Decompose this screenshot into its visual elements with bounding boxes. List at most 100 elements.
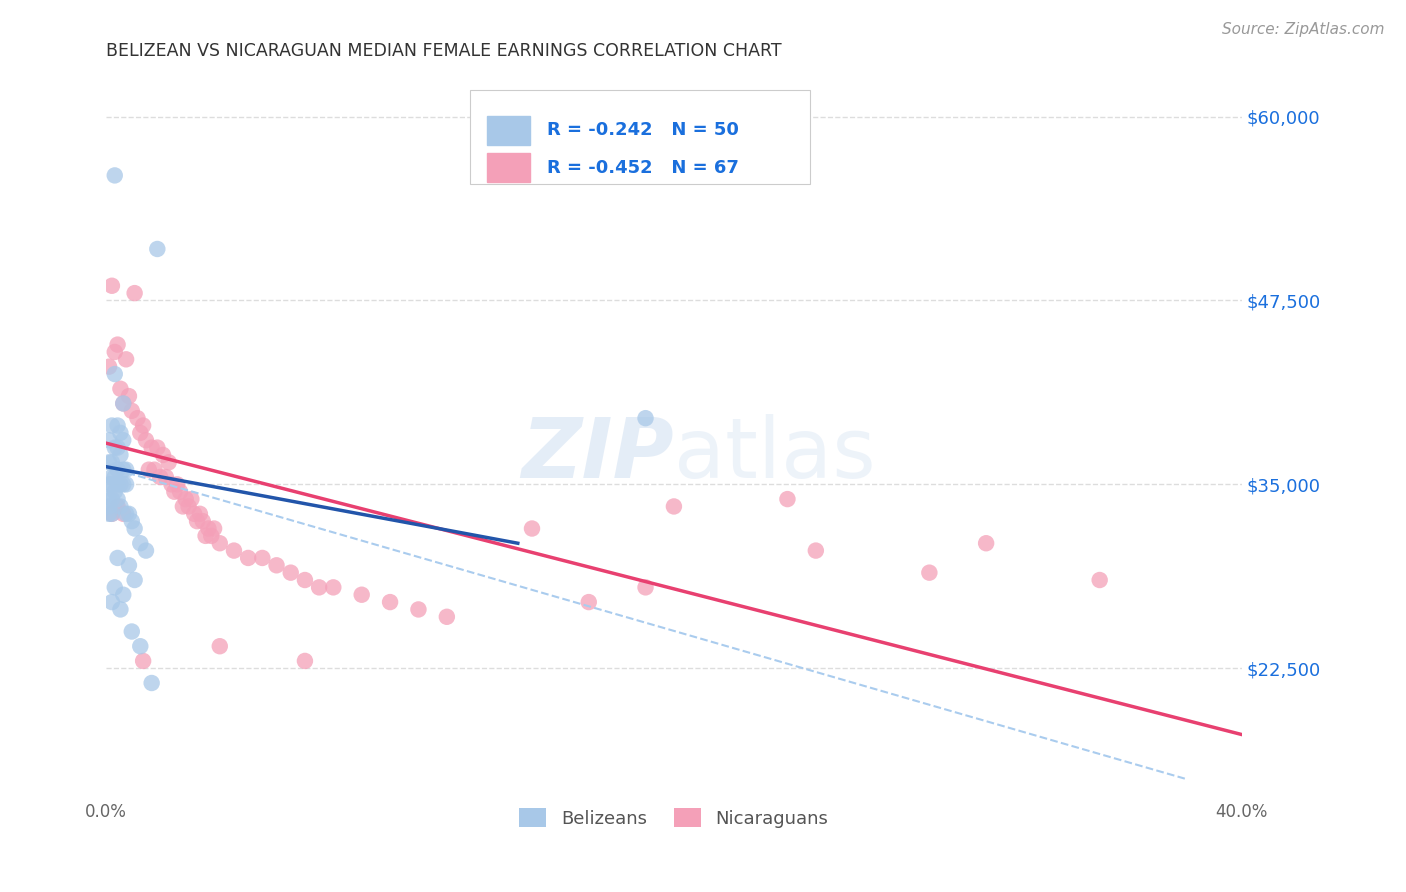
Point: [135, 543, 157, 558]
Point: [177, 500, 200, 514]
Point: [124, 286, 146, 301]
Point: [1088, 573, 1111, 587]
Point: [98, 434, 121, 448]
Point: [104, 441, 127, 455]
Point: [155, 470, 177, 484]
Text: Source: ZipAtlas.com: Source: ZipAtlas.com: [1222, 22, 1385, 37]
Point: [174, 492, 197, 507]
Point: [280, 566, 302, 580]
Point: [124, 573, 146, 587]
Point: [141, 441, 163, 455]
Bar: [486, 116, 530, 145]
Point: [143, 463, 166, 477]
Point: [776, 492, 799, 507]
Point: [186, 514, 208, 528]
Point: [378, 595, 401, 609]
Point: [252, 550, 274, 565]
Point: [98, 492, 121, 507]
Point: [191, 514, 214, 528]
Point: [112, 477, 135, 491]
Point: [208, 639, 231, 653]
Point: [634, 411, 657, 425]
Point: [110, 382, 132, 396]
Point: [115, 463, 138, 477]
Point: [101, 278, 124, 293]
Point: [294, 573, 316, 587]
Point: [634, 580, 657, 594]
Point: [918, 566, 941, 580]
Point: [121, 624, 143, 639]
Legend: Belizeans, Nicaraguans: Belizeans, Nicaraguans: [512, 801, 835, 835]
Point: [112, 463, 135, 477]
Point: [172, 500, 194, 514]
Point: [308, 580, 330, 594]
Text: R = -0.242   N = 50: R = -0.242 N = 50: [547, 121, 738, 139]
Point: [129, 639, 152, 653]
Point: [98, 500, 121, 514]
Point: [104, 484, 127, 499]
Point: [408, 602, 430, 616]
Point: [115, 477, 138, 491]
Point: [112, 588, 135, 602]
Point: [98, 477, 121, 491]
Point: [101, 507, 124, 521]
Point: [107, 477, 129, 491]
Bar: [486, 153, 530, 182]
Point: [194, 529, 217, 543]
Point: [118, 389, 141, 403]
Point: [294, 654, 316, 668]
Point: [135, 434, 157, 448]
Point: [118, 507, 141, 521]
Point: [197, 522, 219, 536]
Point: [183, 507, 205, 521]
Text: ZIP: ZIP: [522, 414, 673, 495]
Point: [188, 507, 211, 521]
Point: [112, 396, 135, 410]
Point: [146, 242, 169, 256]
Point: [138, 463, 160, 477]
Point: [350, 588, 373, 602]
Point: [166, 477, 188, 491]
Point: [104, 367, 127, 381]
Point: [110, 477, 132, 491]
Point: [236, 550, 259, 565]
Point: [107, 500, 129, 514]
Point: [107, 441, 129, 455]
Point: [974, 536, 997, 550]
Point: [107, 492, 129, 507]
Point: [98, 455, 121, 469]
Point: [104, 169, 127, 183]
Point: [104, 470, 127, 484]
Text: BELIZEAN VS NICARAGUAN MEDIAN FEMALE EARNINGS CORRELATION CHART: BELIZEAN VS NICARAGUAN MEDIAN FEMALE EAR…: [107, 42, 782, 60]
Point: [129, 536, 152, 550]
Point: [202, 522, 225, 536]
Point: [107, 418, 129, 433]
Point: [115, 352, 138, 367]
Point: [115, 507, 138, 521]
Point: [141, 676, 163, 690]
Point: [149, 470, 172, 484]
Point: [101, 492, 124, 507]
Point: [169, 484, 191, 499]
Text: atlas: atlas: [673, 414, 876, 495]
Point: [436, 609, 458, 624]
Point: [121, 514, 143, 528]
Point: [132, 418, 155, 433]
Point: [112, 434, 135, 448]
Text: R = -0.452   N = 67: R = -0.452 N = 67: [547, 159, 738, 177]
Point: [200, 529, 222, 543]
Point: [132, 654, 155, 668]
Point: [112, 396, 135, 410]
Point: [266, 558, 288, 573]
Point: [101, 477, 124, 491]
Point: [222, 543, 245, 558]
Point: [118, 558, 141, 573]
Point: [104, 345, 127, 359]
Point: [107, 550, 129, 565]
Point: [98, 359, 121, 374]
Point: [101, 595, 124, 609]
Point: [160, 477, 183, 491]
Point: [129, 425, 152, 440]
Point: [146, 441, 169, 455]
Point: [121, 404, 143, 418]
